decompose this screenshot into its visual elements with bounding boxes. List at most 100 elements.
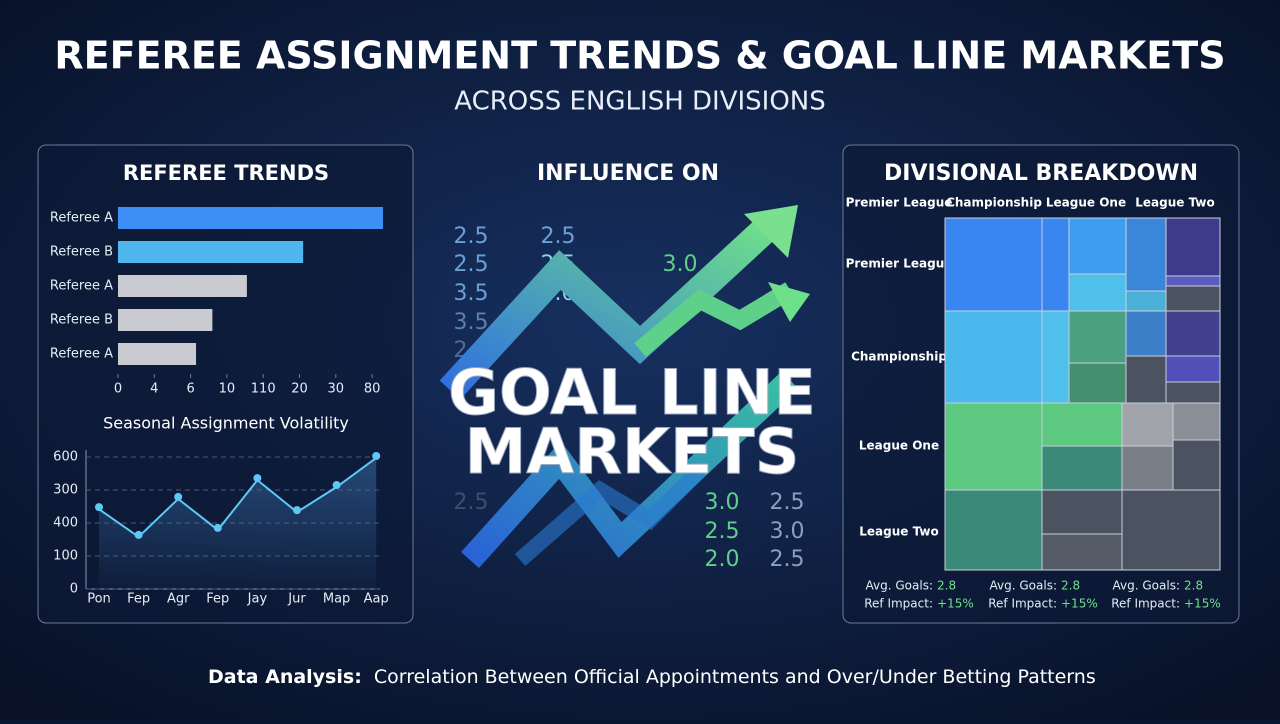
point: [332, 481, 341, 490]
y-tick-label: Referee A: [50, 279, 113, 294]
point: [213, 523, 222, 532]
row-header: Championship: [851, 350, 947, 364]
cell: [1041, 445, 1123, 491]
number: 3.0: [770, 519, 805, 544]
x-tick-label: 20: [291, 382, 308, 397]
cell: [1165, 285, 1221, 312]
stat-label: Avg. Goals:: [1113, 579, 1180, 593]
bar: [118, 275, 247, 297]
center-panel: INFLUENCE ON 2.5 2.5 3.5 3.5 2.5 2.5 2.5…: [439, 161, 816, 572]
y-tick-label: 100: [53, 549, 78, 564]
y-tick-label: 300: [53, 483, 78, 498]
footer-bold: Data Analysis:: [208, 666, 362, 688]
x-tick-label: Fep: [206, 592, 229, 607]
cell: [1165, 217, 1221, 277]
number: 2.5: [454, 224, 489, 249]
center-title: MARKETS: [465, 415, 800, 488]
center-title: GOAL LINE: [448, 356, 816, 429]
center-heading: INFLUENCE ON: [537, 161, 719, 186]
number: 2.5: [541, 224, 576, 249]
cell: [1121, 402, 1174, 447]
column-header: League One: [1046, 196, 1126, 210]
y-tick-label: Referee B: [50, 313, 113, 328]
breakdown: DIVISIONAL BREAKDOWN Premier League Cham…: [846, 161, 1221, 611]
footer: Data Analysis: Correlation Between Offic…: [208, 666, 1096, 688]
chart-title: Seasonal Assignment Volatility: [103, 414, 349, 433]
stat-value: +15%: [1184, 597, 1221, 611]
x-tick-label: 30: [328, 382, 345, 397]
x-tick-label: 80: [364, 382, 381, 397]
y-tick-label: Referee A: [50, 347, 113, 362]
cell: [1068, 217, 1127, 275]
x-tick-label: 10: [219, 382, 236, 397]
cell: [1041, 533, 1123, 571]
breakdown-title: DIVISIONAL BREAKDOWN: [884, 161, 1198, 186]
number: 2.5: [705, 519, 740, 544]
cell: [1172, 439, 1221, 491]
point: [174, 492, 183, 501]
bar: [118, 207, 383, 229]
cell: [1125, 290, 1167, 312]
cell: [944, 217, 1043, 312]
stat-label: Ref Impact:: [988, 597, 1057, 611]
point: [372, 451, 381, 460]
x-tick-label: 6: [186, 382, 194, 397]
stat-value: 2.8: [1184, 579, 1203, 593]
bar: [118, 309, 213, 331]
number: 2.5: [454, 490, 489, 515]
number: 2.5: [770, 547, 805, 572]
y-tick-label: 0: [70, 582, 78, 597]
stat-label: Ref Impact:: [864, 597, 933, 611]
point: [253, 474, 262, 483]
bar: [118, 241, 304, 263]
cell: [1165, 381, 1221, 404]
number: 2.5: [454, 252, 489, 277]
x-tick-label: Aap: [364, 592, 389, 607]
subtitle: ACROSS ENGLISH DIVISIONS: [454, 87, 826, 117]
x-tick-label: Pon: [87, 592, 111, 607]
stat-value: +15%: [1061, 597, 1098, 611]
cell: [1068, 310, 1127, 364]
column-header: Premier League: [846, 196, 953, 210]
x-tick-label: Jay: [247, 592, 268, 607]
area: [99, 457, 377, 589]
cell: [1121, 489, 1221, 571]
heatmap: [944, 217, 1221, 571]
stats: Avg. Goals: 2.8 Ref Impact: +15% Avg. Go…: [864, 579, 1221, 611]
number: 3.5: [454, 281, 489, 306]
x-tick-label: 110: [251, 382, 276, 397]
cell: [1125, 355, 1167, 404]
cell: [1172, 402, 1221, 441]
arrow: [634, 282, 795, 357]
footer-text: Correlation Between Official Appointment…: [374, 666, 1096, 688]
number: 2.5: [770, 490, 805, 515]
column-header: Championship: [946, 196, 1042, 210]
line: [98, 457, 377, 539]
cell: [1125, 310, 1167, 357]
point: [95, 503, 103, 512]
arrowhead: [768, 282, 810, 322]
cell: [1121, 445, 1174, 491]
bar: [118, 343, 197, 365]
row-header: League Two: [859, 525, 939, 539]
stat-label: Avg. Goals:: [866, 579, 933, 593]
x-tick-label: Jur: [287, 592, 306, 607]
cell: [1068, 273, 1127, 312]
number: 3.0: [705, 490, 740, 515]
arrowhead: [744, 205, 798, 258]
stat-value: +15%: [937, 597, 974, 611]
x-tick-label: 4: [150, 382, 158, 397]
arrow: [439, 214, 780, 400]
cell: [1041, 489, 1123, 535]
number: 3.0: [663, 252, 698, 277]
stat-value: 2.8: [1061, 579, 1080, 593]
x-tick-label: Map: [323, 592, 350, 607]
y-tick-label: Referee B: [50, 245, 113, 260]
number: 2.0: [705, 547, 740, 572]
cell: [1165, 355, 1221, 383]
y-tick-label: 600: [53, 450, 78, 465]
row-header: Premier League: [846, 257, 953, 271]
cell: [1165, 310, 1221, 357]
